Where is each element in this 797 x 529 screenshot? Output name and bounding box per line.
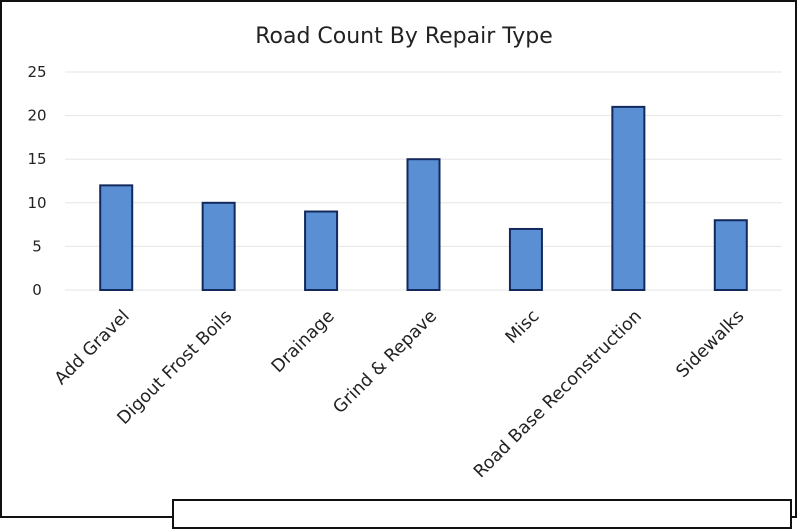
gridlines [65,71,782,291]
bars [99,105,748,292]
bar-0 [99,184,134,291]
bar-3 [406,158,441,291]
bar-1 [201,201,236,291]
x-tick-label: Drainage [268,306,339,377]
x-tick-label: Add Gravel [51,306,134,389]
y-tick-label: 0 [32,281,42,299]
x-tick-label: Road Base Reconstruction [470,306,646,482]
y-axis-ticks: 0 5 10 15 20 25 [27,63,46,299]
chart-title: Road Count By Repair Type [255,24,553,49]
bar-4 [508,227,543,292]
y-tick-label: 5 [32,237,42,255]
x-tick-label: Misc [502,306,544,348]
y-tick-label: 20 [27,107,46,125]
x-tick-label: Sidewalks [673,306,749,382]
overlapping-panel [172,499,792,529]
x-tick-label: Digout Frost Boils [114,306,236,428]
bar-6 [713,219,748,292]
y-tick-label: 25 [27,63,46,81]
bar-5 [611,105,646,291]
y-tick-label: 10 [27,194,46,212]
x-tick-label: Grind & Repave [330,306,442,418]
bar-2 [304,210,339,292]
bar-chart: Road Count By Repair Type 0 5 10 15 20 25 Add… [27,24,782,482]
y-tick-label: 15 [27,150,46,168]
